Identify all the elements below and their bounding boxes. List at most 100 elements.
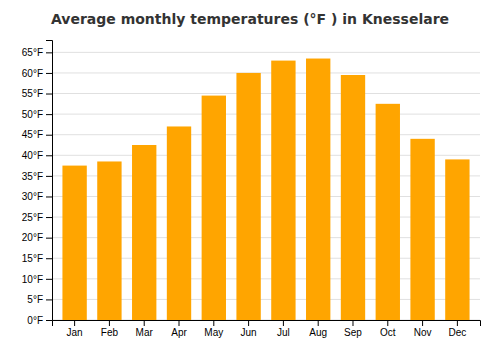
tick-mark [46,73,52,74]
tick: May [204,320,223,338]
bar [306,59,330,320]
bar [97,161,121,320]
tick: 20°F [22,232,52,243]
tick-mark [283,320,284,326]
tick-label: 30°F [22,191,43,202]
tick: Nov [414,320,432,338]
tick-label: Dec [448,327,466,338]
tick-label: Oct [380,327,396,338]
tick-mark [46,238,52,239]
tick-label: 65°F [22,47,43,58]
tick-mark [352,320,353,326]
tick-label: Sep [344,327,362,338]
bar [132,145,156,320]
tick-mark [387,320,388,326]
tick: 50°F [22,109,52,120]
bar [202,96,226,320]
tick-label: 10°F [22,274,43,285]
tick-mark [46,258,52,259]
grid-line [52,114,480,115]
tick: 60°F [22,68,52,79]
tick-mark [213,320,214,326]
chart: 0°F 5°F 10°F 15°F 20°F 25°F 30°F 35°F 40°F 45°F 50… [0,0,500,350]
tick-label: Jul [277,327,290,338]
tick-mark [46,299,52,300]
tick: 5°F [27,294,52,305]
tick-label: 0°F [27,315,43,326]
tick-mark [46,155,52,156]
tick-label: Jun [241,327,257,338]
bar [236,73,260,320]
tick-mark [74,320,75,326]
tick-mark [46,279,52,280]
bar [341,75,365,320]
tick-label: 5°F [27,294,43,305]
grid-line [52,134,480,135]
tick: Dec [448,320,466,338]
tick-mark [422,320,423,326]
tick: Apr [171,320,187,338]
tick: Jul [277,320,290,338]
tick-label: 20°F [22,232,43,243]
tick-label: 25°F [22,212,43,223]
tick-mark [46,52,52,53]
tick: Sep [344,320,362,338]
y-axis: 0°F 5°F 10°F 15°F 20°F 25°F 30°F 35°F 40°F 45°F 50… [22,41,53,326]
tick-label: 35°F [22,171,43,182]
tick-label: 55°F [22,88,43,99]
grid [52,52,480,320]
bar [271,61,295,320]
tick: 65°F [22,47,52,58]
tick: 25°F [22,212,52,223]
tick: 10°F [22,274,52,285]
tick-label: Mar [136,327,154,338]
tick-label: 40°F [22,150,43,161]
tick-label: Feb [101,327,119,338]
tick: Mar [136,320,154,338]
bar [410,139,434,320]
tick-mark [457,320,458,326]
bar [445,159,469,320]
tick-label: Jan [67,327,83,338]
tick-mark [248,320,249,326]
tick: Jan [67,320,83,338]
tick-label: May [204,327,223,338]
tick-label: 50°F [22,109,43,120]
bar [376,104,400,320]
tick: 40°F [22,150,52,161]
bar [167,126,191,320]
grid-line [52,52,480,53]
tick: 35°F [22,171,52,182]
tick: 55°F [22,88,52,99]
plot: 0°F 5°F 10°F 15°F 20°F 25°F 30°F 35°F 40°F 45°F 50… [22,41,481,339]
tick-mark [318,320,319,326]
tick: Feb [101,320,119,338]
tick-label: 45°F [22,129,43,140]
grid-line [52,93,480,94]
tick-label: 60°F [22,68,43,79]
tick: Aug [309,320,327,338]
axis-line [46,41,53,321]
tick-mark [144,320,145,326]
tick-mark [46,176,52,177]
tick: 0°F [27,315,52,326]
tick: Oct [380,320,396,338]
tick-label: Aug [309,327,327,338]
x-axis: Jan Feb Mar Apr May Jun Jul Aug Sep Oct Nov Dec [53,320,481,338]
tick-mark [46,196,52,197]
tick-mark [46,217,52,218]
tick-mark [109,320,110,326]
tick-mark [46,135,52,136]
tick-label: Nov [414,327,432,338]
tick: 15°F [22,253,52,264]
tick-mark [46,320,52,321]
tick-mark [46,94,52,95]
tick: 45°F [22,129,52,140]
bar [62,166,86,320]
bars [62,59,469,320]
tick-label: Apr [171,327,187,338]
title: Average monthly temperatures (°F ) in Kn… [51,11,449,27]
tick-label: 15°F [22,253,43,264]
tick: 30°F [22,191,52,202]
tick-mark [179,320,180,326]
